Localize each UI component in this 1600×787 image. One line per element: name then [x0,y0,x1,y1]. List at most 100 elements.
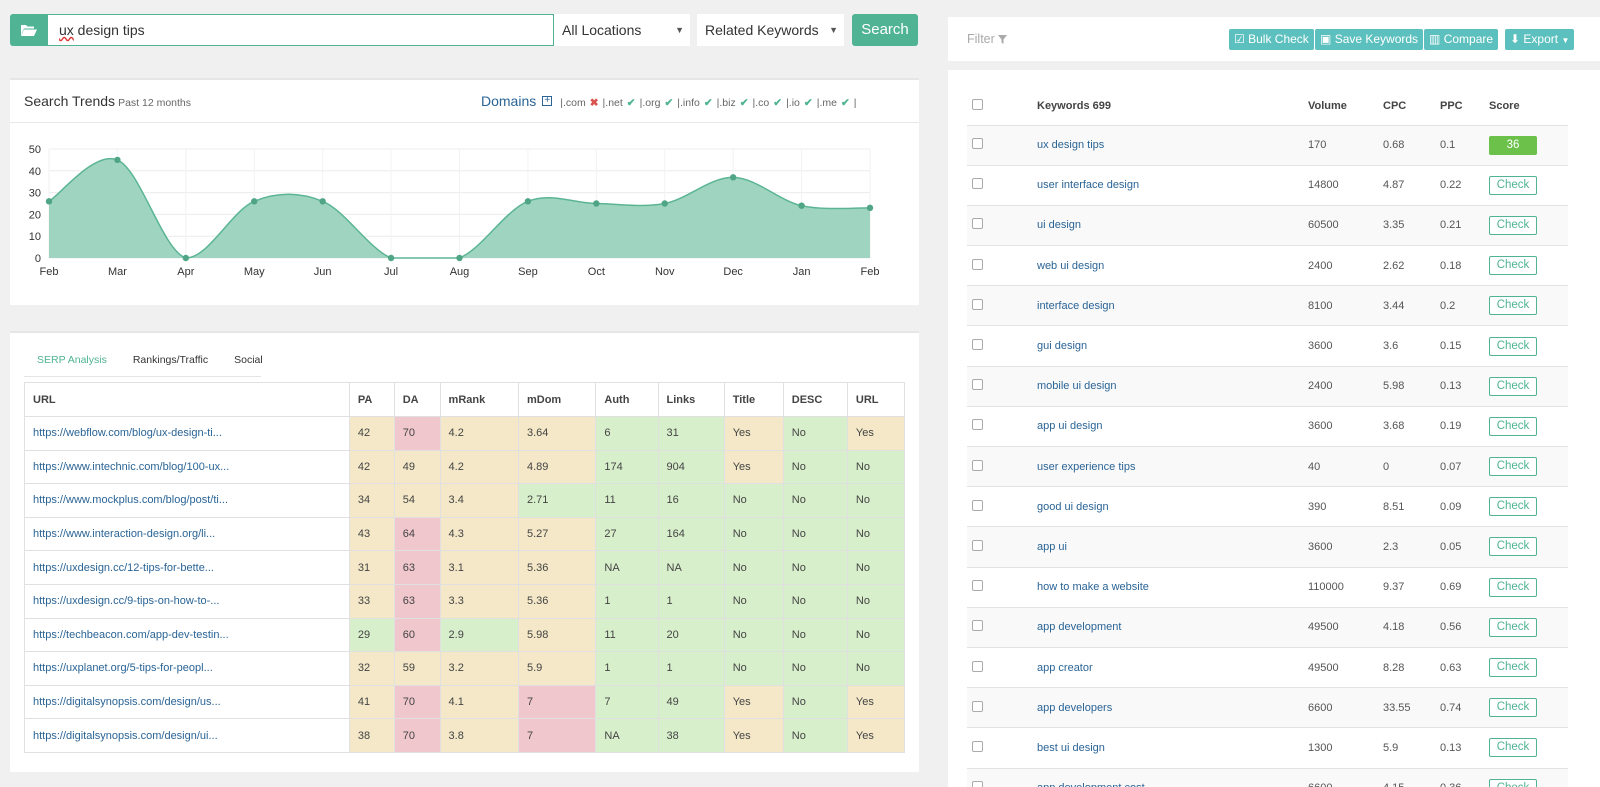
keyword-link[interactable]: app ui design [1037,406,1308,448]
check-button[interactable]: Check [1489,658,1537,678]
col-score[interactable]: Score [1489,88,1568,126]
keyword-link[interactable]: app development [1037,607,1308,648]
search-input[interactable]: ux design tips [47,14,554,46]
keyword-checkbox[interactable] [972,178,983,190]
keyword-checkbox[interactable] [972,218,983,230]
keyword-link[interactable]: ux design tips [1037,125,1308,166]
domain-item[interactable]: |.com ✖ [560,97,598,109]
keyword-checkbox[interactable] [972,700,983,712]
serp-url-link[interactable]: https://www.interaction-design.org/li... [24,516,350,552]
check-button[interactable]: Check [1489,778,1537,787]
domain-item[interactable]: |.me ✔ [817,97,850,109]
serp-col-header[interactable]: DESC [782,382,848,417]
check-button[interactable]: Check [1489,296,1537,316]
tab-social[interactable]: Social [234,354,263,366]
keyword-checkbox[interactable] [972,740,983,752]
domain-item[interactable]: | [854,97,857,109]
check-button[interactable]: Check [1489,457,1537,477]
keyword-link[interactable]: app ui [1037,526,1308,568]
domain-item[interactable]: |.net ✔ [603,97,636,109]
keyword-link[interactable]: how to make a website [1037,567,1308,608]
domain-item[interactable]: |.biz ✔ [717,97,749,109]
keyword-checkbox[interactable] [972,298,983,310]
keyword-checkbox[interactable] [972,580,983,592]
keyword-link[interactable]: user interface design [1037,165,1308,206]
col-ppc[interactable]: PPC [1440,88,1489,126]
domain-item[interactable]: |.info ✔ [677,97,712,109]
serp-url-link[interactable]: https://uxdesign.cc/12-tips-for-bette... [24,550,350,585]
serp-col-header[interactable]: mDom [517,382,597,417]
compare-button[interactable]: ▥ Compare [1424,29,1499,50]
keyword-link[interactable]: gui design [1037,325,1308,367]
check-button[interactable]: Check [1489,336,1537,356]
serp-url-link[interactable]: https://www.intechnic.com/blog/100-ux... [24,449,350,485]
check-button[interactable]: Check [1489,738,1537,758]
mode-select[interactable]: Related Keywords ▼ [697,14,844,46]
serp-col-header[interactable]: URL [24,382,350,417]
location-select[interactable]: All Locations ▼ [554,14,690,46]
filter-toggle[interactable]: Filter [967,32,1008,46]
serp-col-header[interactable]: Auth [595,382,659,417]
check-button[interactable]: Check [1489,215,1537,235]
check-button[interactable]: Check [1489,497,1537,517]
keyword-link[interactable]: interface design [1037,285,1308,327]
keyword-link[interactable]: app creator [1037,647,1308,689]
tab-rankings-traffic[interactable]: Rankings/Traffic [132,354,209,366]
keyword-checkbox[interactable] [972,138,983,150]
col-volume[interactable]: Volume [1308,88,1383,126]
keyword-checkbox[interactable] [972,339,983,351]
domains-label[interactable]: Domains [481,93,537,109]
domain-item[interactable]: |.io ✔ [786,97,813,109]
serp-url-link[interactable]: https://techbeacon.com/app-dev-testin... [24,617,350,653]
col-cpc[interactable]: CPC [1383,88,1440,126]
check-button[interactable]: Check [1489,175,1537,195]
serp-col-header[interactable]: DA [393,382,441,417]
check-button[interactable]: Check [1489,256,1537,276]
tab-serp-analysis[interactable]: SERP Analysis [37,354,107,366]
keyword-checkbox[interactable] [972,258,983,270]
keyword-link[interactable]: ui design [1037,205,1308,247]
keyword-link[interactable]: app developers [1037,687,1308,729]
serp-col-header[interactable]: Title [723,382,784,417]
domain-item[interactable]: |.co ✔ [753,97,783,109]
serp-url-link[interactable]: https://uxdesign.cc/9-tips-on-how-to-... [24,583,350,619]
plus-square-icon[interactable]: + [542,96,553,106]
check-button[interactable]: Check [1489,416,1537,436]
serp-col-header[interactable]: URL [846,382,906,417]
keyword-checkbox[interactable] [972,459,983,471]
serp-url-link[interactable]: https://digitalsynopsis.com/design/ui... [24,718,350,753]
check-button[interactable]: Check [1489,617,1537,637]
serp-col-header[interactable]: Links [657,382,725,417]
check-button[interactable]: Check [1489,376,1537,396]
export-button[interactable]: ⬇ Export ▼ [1505,29,1575,50]
keyword-checkbox[interactable] [972,419,983,431]
bulk-check-button[interactable]: ☑ Bulk Check [1229,29,1314,50]
domain-item[interactable]: |.org ✔ [640,97,674,109]
keyword-link[interactable]: web ui design [1037,245,1308,287]
keyword-checkbox[interactable] [972,660,983,672]
serp-col-header[interactable]: mRank [439,382,519,417]
check-button[interactable]: Check [1489,577,1537,597]
keyword-checkbox[interactable] [972,379,983,391]
select-all-checkbox[interactable] [972,99,983,111]
keyword-link[interactable]: good ui design [1037,486,1308,528]
col-keywords[interactable]: Keywords 699 [1037,88,1308,126]
keyword-link[interactable]: mobile ui design [1037,366,1308,407]
keyword-checkbox[interactable] [972,781,983,787]
keyword-checkbox[interactable] [972,620,983,632]
keyword-link[interactable]: user experience tips [1037,446,1308,488]
serp-url-link[interactable]: https://www.mockplus.com/blog/post/ti... [24,483,350,518]
keyword-checkbox[interactable] [972,539,983,551]
serp-col-header[interactable]: PA [348,382,395,417]
serp-url-link[interactable]: https://uxplanet.org/5-tips-for-peopl... [24,651,350,686]
folder-button[interactable] [10,14,48,46]
keyword-link[interactable]: app development cost [1037,768,1308,787]
keyword-link[interactable]: best ui design [1037,727,1308,769]
save-keywords-button[interactable]: ▣ Save Keywords [1315,29,1424,50]
check-button[interactable]: Check [1489,537,1537,557]
search-button[interactable]: Search [852,14,918,46]
keyword-checkbox[interactable] [972,499,983,511]
check-button[interactable]: Check [1489,698,1537,718]
serp-url-link[interactable]: https://webflow.com/blog/ux-design-ti... [24,416,350,451]
serp-url-link[interactable]: https://digitalsynopsis.com/design/us... [24,684,350,720]
